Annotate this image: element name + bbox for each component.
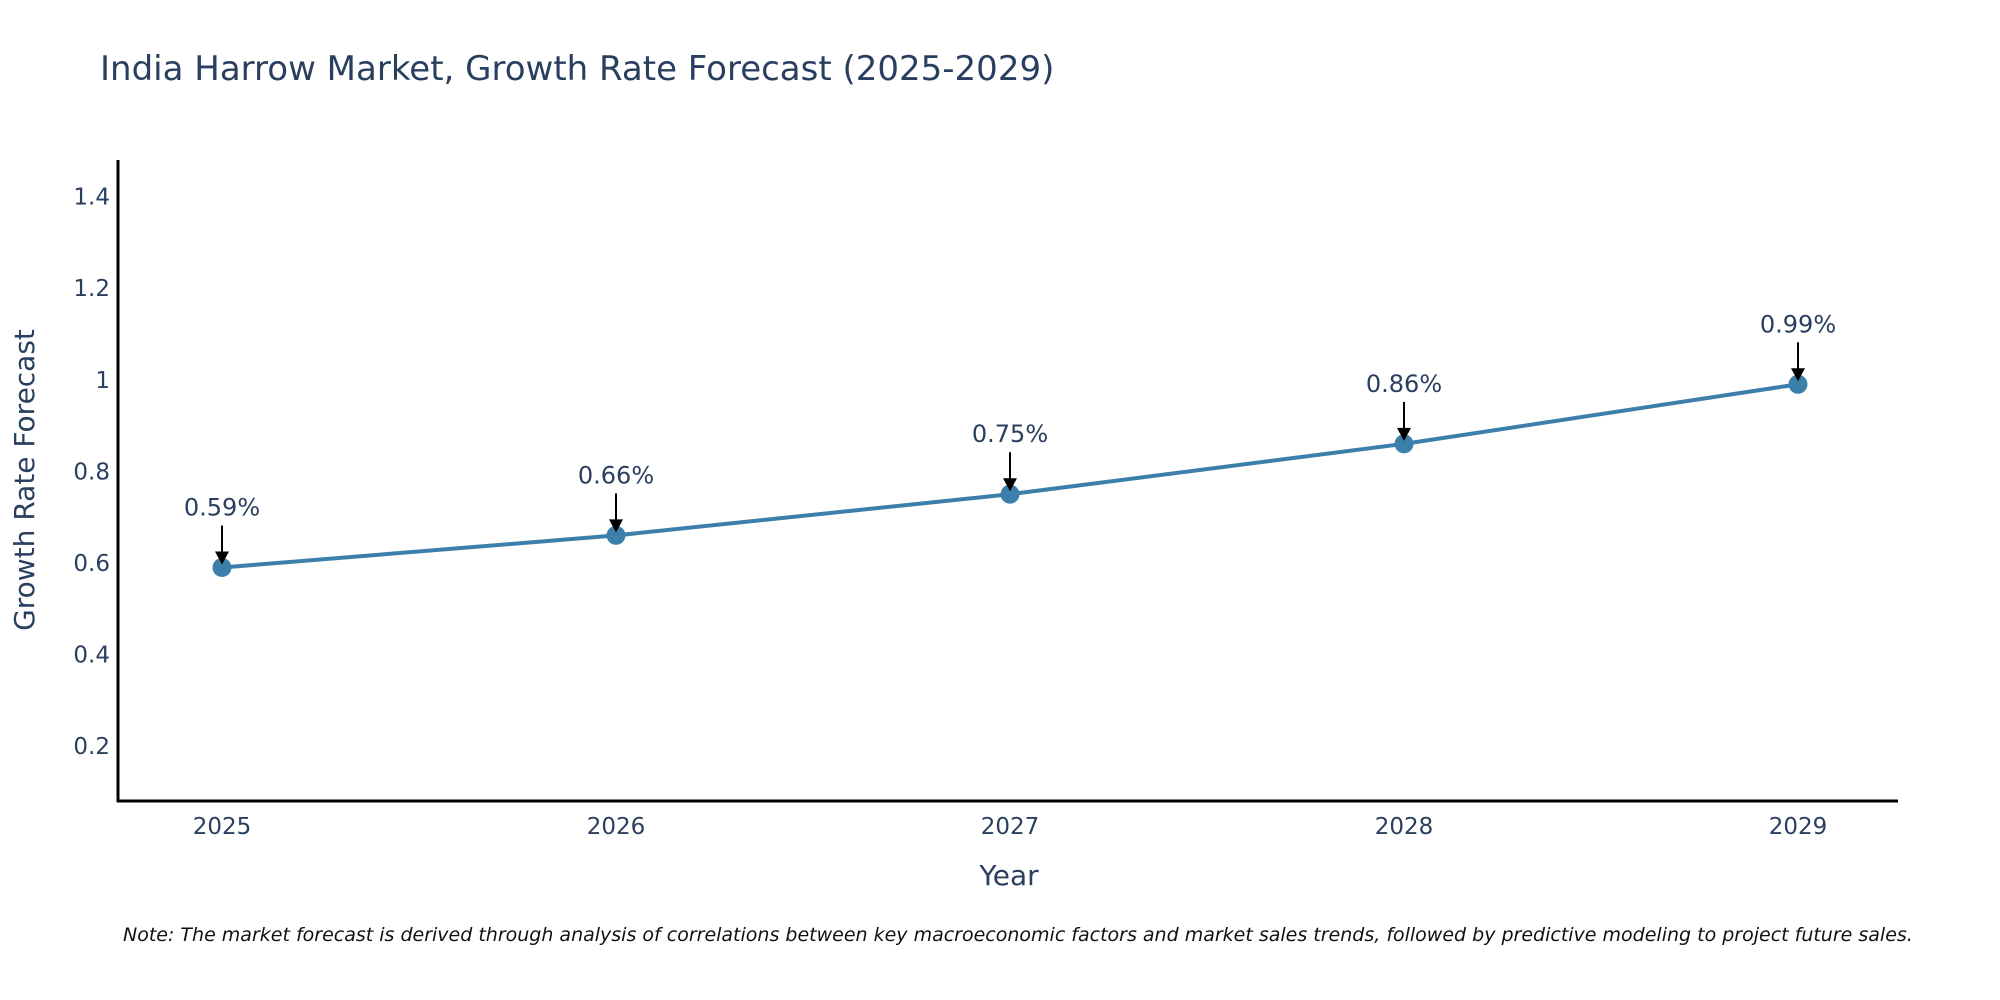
x-tick-label: 2025 bbox=[193, 814, 252, 840]
data-point[interactable] bbox=[1394, 434, 1414, 454]
series-layer bbox=[212, 374, 1808, 577]
footnote: Note: The market forecast is derived thr… bbox=[123, 924, 1913, 946]
y-axis-title: Growth Rate Forecast bbox=[8, 329, 41, 631]
y-tick-label: 1 bbox=[95, 368, 110, 394]
annotation-arrowhead bbox=[1003, 478, 1017, 492]
data-point[interactable] bbox=[1788, 374, 1808, 394]
y-tick-label: 1.2 bbox=[73, 276, 110, 302]
y-tick-label: 0.6 bbox=[73, 551, 110, 577]
x-tick-label: 2026 bbox=[587, 814, 646, 840]
x-tick-label: 2028 bbox=[1375, 814, 1434, 840]
y-axis-ticks: 0.2 0.4 0.6 0.8 1 1.2 1.4 bbox=[73, 185, 110, 760]
y-tick-label: 1.4 bbox=[73, 185, 110, 211]
data-point[interactable] bbox=[606, 525, 626, 545]
data-label: 0.86% bbox=[1366, 370, 1442, 398]
y-tick-label: 0.8 bbox=[73, 459, 110, 485]
annotation-arrowhead bbox=[1791, 368, 1805, 382]
data-label: 0.66% bbox=[578, 461, 654, 489]
y-tick-label: 0.2 bbox=[73, 734, 110, 760]
annotation-layer: 0.59% 0.66% 0.75% 0.86% 0.99% bbox=[184, 310, 1836, 565]
data-point[interactable] bbox=[1000, 484, 1020, 504]
x-tick-label: 2027 bbox=[981, 814, 1040, 840]
x-tick-label: 2029 bbox=[1769, 814, 1828, 840]
data-label: 0.59% bbox=[184, 494, 260, 522]
chart-title: India Harrow Market, Growth Rate Forecas… bbox=[100, 49, 1054, 89]
data-label: 0.99% bbox=[1760, 310, 1836, 338]
annotation-arrowhead bbox=[215, 551, 229, 565]
annotation-arrowhead bbox=[1397, 427, 1411, 441]
data-label: 0.75% bbox=[972, 420, 1048, 448]
data-point[interactable] bbox=[212, 558, 232, 577]
x-axis-ticks: 2025 2026 2027 2028 2029 bbox=[193, 814, 1828, 840]
y-tick-label: 0.4 bbox=[73, 643, 110, 669]
x-axis-title: Year bbox=[978, 859, 1039, 892]
annotation-arrowhead bbox=[609, 519, 623, 533]
